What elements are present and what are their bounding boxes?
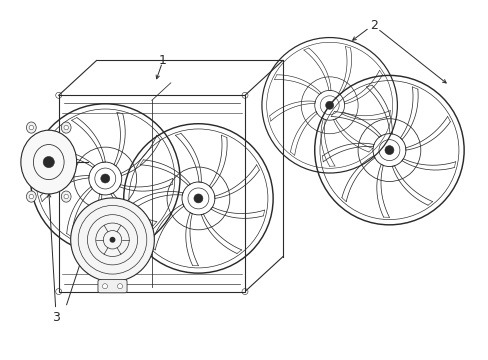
Ellipse shape [61, 191, 71, 202]
Circle shape [109, 237, 115, 243]
Polygon shape [59, 95, 244, 292]
Circle shape [64, 125, 68, 130]
FancyBboxPatch shape [98, 280, 127, 293]
Ellipse shape [61, 122, 71, 133]
Circle shape [325, 101, 333, 109]
Circle shape [101, 174, 109, 183]
Ellipse shape [21, 130, 77, 194]
Circle shape [194, 194, 203, 203]
Circle shape [29, 194, 34, 199]
Text: 3: 3 [52, 311, 60, 324]
Circle shape [64, 194, 68, 199]
Ellipse shape [26, 191, 36, 202]
Circle shape [384, 146, 393, 154]
Circle shape [43, 157, 54, 168]
Circle shape [71, 198, 154, 282]
Ellipse shape [26, 122, 36, 133]
Text: 1: 1 [158, 54, 166, 67]
Circle shape [117, 284, 122, 289]
Circle shape [29, 125, 34, 130]
Text: 2: 2 [370, 19, 378, 32]
Circle shape [102, 284, 107, 289]
